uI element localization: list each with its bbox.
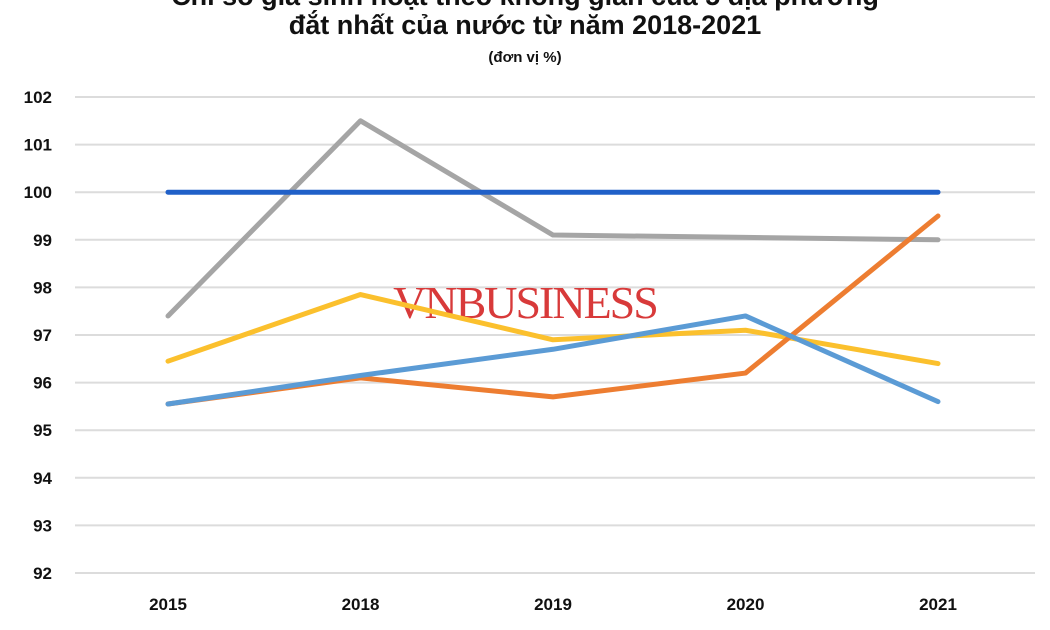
y-tick-label: 102 xyxy=(24,88,52,107)
chart-subtitle: (đơn vị %) xyxy=(488,49,562,66)
y-tick-label: 101 xyxy=(24,136,52,155)
series-line-5 xyxy=(165,313,941,407)
x-tick-label: 2021 xyxy=(919,595,957,614)
chart-title-line2: đắt nhất của nước từ năm 2018-2021 xyxy=(288,10,762,40)
y-tick-label: 93 xyxy=(33,516,52,535)
y-tick-label: 95 xyxy=(33,421,52,440)
series-line-3 xyxy=(165,292,941,367)
x-tick-label: 2019 xyxy=(534,595,572,614)
y-tick-label: 98 xyxy=(33,278,52,297)
x-tick-label: 2020 xyxy=(727,595,765,614)
y-tick-label: 94 xyxy=(33,469,52,488)
watermark-logo: VNBUSINESS xyxy=(393,277,657,328)
y-tick-label: 92 xyxy=(33,564,52,583)
y-tick-label: 97 xyxy=(33,326,52,345)
series-line-1 xyxy=(165,118,941,319)
y-tick-label: 100 xyxy=(24,183,52,202)
y-tick-label: 99 xyxy=(33,231,52,250)
x-tick-label: 2015 xyxy=(149,595,187,614)
chart-title-line1: Chỉ số giá sinh hoạt theo không gian của… xyxy=(0,0,1050,12)
y-tick-label: 96 xyxy=(33,374,52,393)
x-tick-label: 2018 xyxy=(342,595,380,614)
